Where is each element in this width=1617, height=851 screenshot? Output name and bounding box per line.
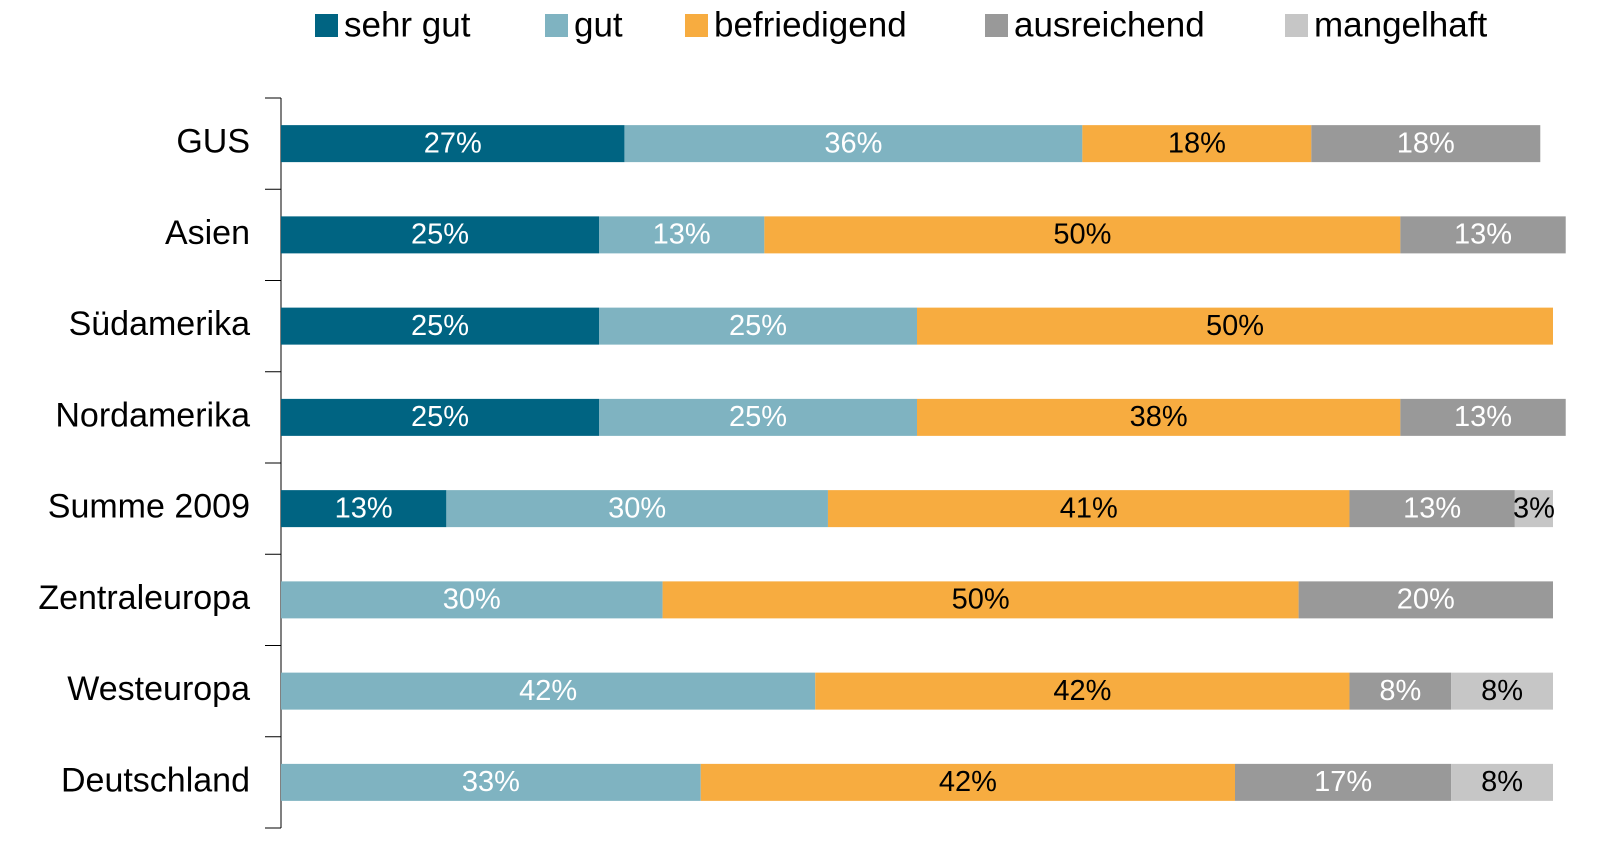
legend-label: befriedigend (714, 5, 907, 44)
data-label: 18% (1168, 127, 1226, 159)
bar-segment (1082, 125, 1312, 163)
bar-segment (1349, 672, 1452, 710)
bar-segment (599, 398, 917, 436)
legend-label: mangelhaft (1314, 5, 1487, 44)
bar-segment (1400, 216, 1566, 254)
legend-label: sehr gut (344, 5, 471, 44)
category-label: Summe 2009 (48, 488, 250, 526)
bar-segment (281, 672, 816, 710)
data-label: 42% (519, 675, 577, 707)
data-label: 50% (1053, 219, 1111, 251)
category-label: Asien (165, 214, 250, 252)
category-label: Zentraleuropa (38, 579, 250, 617)
data-label: 27% (424, 127, 482, 159)
data-label: 50% (952, 584, 1010, 616)
bar-segment (1311, 125, 1541, 163)
bar-segment (700, 763, 1235, 801)
data-label: 25% (729, 401, 787, 433)
data-label: 42% (1053, 675, 1111, 707)
data-label: 13% (653, 219, 711, 251)
bar-segment (1298, 581, 1553, 619)
legend-swatch (685, 14, 708, 37)
category-label: Südamerika (69, 305, 251, 343)
legend-swatch (1285, 14, 1308, 37)
bar-segment (281, 216, 599, 254)
category-label: Deutschland (61, 761, 250, 799)
bar-segment (599, 307, 917, 345)
data-label: 13% (1454, 219, 1512, 251)
bar-segment (1451, 763, 1553, 801)
data-label: 33% (462, 766, 520, 798)
bar-segment (917, 307, 1553, 345)
bar-segment (917, 398, 1401, 436)
legend-swatch (985, 14, 1008, 37)
bar-segment (1400, 398, 1566, 436)
data-label: 3% (1513, 492, 1555, 524)
legend-label: gut (574, 5, 623, 44)
data-label: 41% (1060, 492, 1118, 524)
bar-segment (815, 672, 1350, 710)
bar-segment (764, 216, 1401, 254)
bar-segment (281, 398, 599, 436)
legend-swatch (315, 14, 338, 37)
bar-segment (1451, 672, 1553, 710)
data-label: 30% (443, 584, 501, 616)
bar-segment (624, 125, 1083, 163)
category-label: Westeuropa (67, 670, 250, 708)
data-label: 8% (1481, 766, 1523, 798)
bar-segment (281, 763, 701, 801)
legend-label: ausreichend (1014, 5, 1205, 44)
data-label: 25% (729, 310, 787, 342)
data-label: 36% (824, 127, 882, 159)
bar-segment (281, 307, 599, 345)
data-label: 25% (411, 219, 469, 251)
category-label: Nordamerika (55, 396, 250, 434)
data-label: 42% (939, 766, 997, 798)
data-label: 8% (1481, 675, 1523, 707)
data-label: 18% (1397, 127, 1455, 159)
data-label: 30% (608, 492, 666, 524)
bar-segment (1514, 490, 1553, 528)
data-label: 8% (1379, 675, 1421, 707)
legend-swatch (545, 14, 568, 37)
bar-segment (662, 581, 1299, 619)
data-label: 13% (1454, 401, 1512, 433)
data-label: 17% (1314, 766, 1372, 798)
category-label: GUS (176, 123, 250, 161)
bar-segment (1235, 763, 1452, 801)
data-label: 13% (335, 492, 393, 524)
data-label: 50% (1206, 310, 1264, 342)
bar-segment (281, 490, 447, 528)
data-label: 25% (411, 401, 469, 433)
bar-segment (1349, 490, 1515, 528)
bar-segment (827, 490, 1350, 528)
data-label: 38% (1130, 401, 1188, 433)
data-label: 13% (1403, 492, 1461, 524)
bar-segment (281, 125, 625, 163)
bar-segment (599, 216, 765, 254)
data-label: 25% (411, 310, 469, 342)
bar-segment (281, 581, 663, 619)
bar-segment (446, 490, 828, 528)
data-label: 20% (1397, 584, 1455, 616)
